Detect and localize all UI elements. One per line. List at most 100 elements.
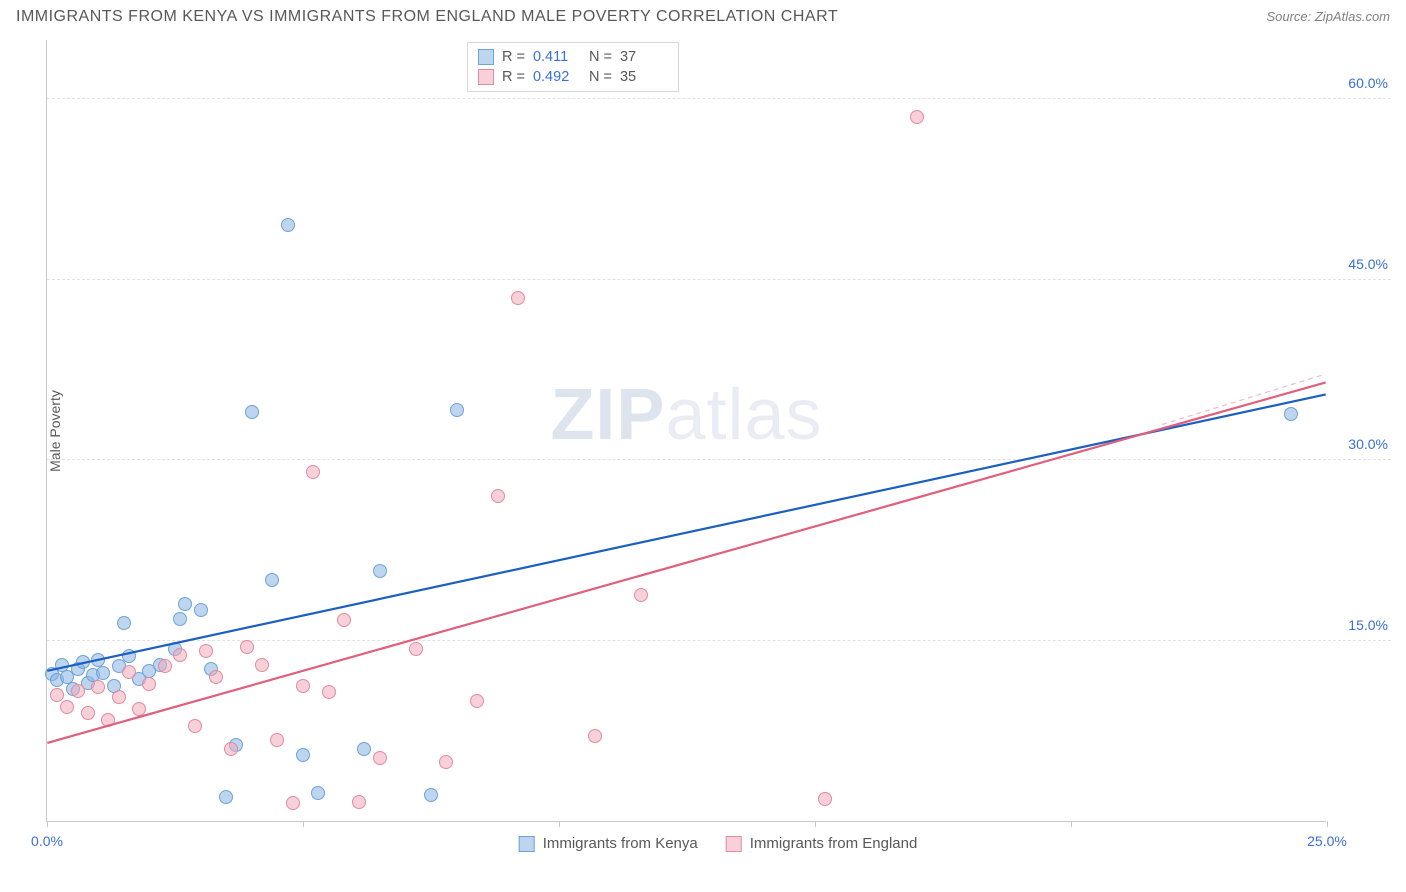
y-tick-label: 60.0% [1348,75,1388,91]
gridline [47,459,1391,460]
data-point-england [818,792,832,806]
data-point-kenya [194,603,208,617]
trendlines [47,40,1326,821]
swatch-england [726,836,742,852]
swatch-england [478,69,494,85]
data-point-england [270,733,284,747]
data-point-england [199,644,213,658]
x-tick-label: 25.0% [1307,833,1347,849]
data-point-england [240,640,254,654]
data-point-england [439,755,453,769]
legend-item-england: Immigrants from England [726,835,918,852]
legend-label: Immigrants from England [750,835,918,852]
data-point-england [60,700,74,714]
x-tick [1327,821,1328,827]
data-point-england [511,291,525,305]
data-point-england [470,694,484,708]
watermark-zip: ZIP [550,375,665,455]
data-point-england [173,648,187,662]
correlation-legend: R = 0.411 N = 37 R = 0.492 N = 35 [467,42,679,92]
data-point-kenya [91,653,105,667]
data-point-england [634,588,648,602]
data-point-kenya [311,786,325,800]
trendline-england [47,382,1325,742]
data-point-england [91,680,105,694]
data-point-england [209,670,223,684]
data-point-england [81,706,95,720]
data-point-england [491,489,505,503]
data-point-england [224,742,238,756]
swatch-kenya [519,836,535,852]
n-value: 37 [620,49,668,65]
x-tick [815,821,816,827]
data-point-england [112,690,126,704]
data-point-england [910,110,924,124]
data-point-england [352,795,366,809]
r-label: R = [502,49,525,65]
r-value: 0.492 [533,69,581,85]
data-point-kenya [245,405,259,419]
trendline-dash-kenya [1198,382,1326,418]
data-point-england [142,677,156,691]
data-point-kenya [357,742,371,756]
data-point-england [409,642,423,656]
y-tick-label: 15.0% [1348,617,1388,633]
data-point-kenya [178,597,192,611]
gridline [47,279,1391,280]
y-tick-label: 45.0% [1348,256,1388,272]
x-tick [1071,821,1072,827]
x-tick [559,821,560,827]
swatch-kenya [478,49,494,65]
r-label: R = [502,69,525,85]
data-point-kenya [96,666,110,680]
data-point-kenya [173,612,187,626]
x-tick [303,821,304,827]
n-label: N = [589,49,612,65]
x-tick-label: 0.0% [31,833,63,849]
data-point-england [101,713,115,727]
data-point-england [71,684,85,698]
data-point-england [306,465,320,479]
legend-row-england: R = 0.492 N = 35 [478,67,668,87]
data-point-england [132,702,146,716]
chart-title: IMMIGRANTS FROM KENYA VS IMMIGRANTS FROM… [16,8,838,26]
plot-area: ZIPatlas R =0.411N =37R =0.492N =35 15.0… [46,40,1326,822]
gridline [47,98,1391,99]
data-point-england [296,679,310,693]
data-point-england [286,796,300,810]
watermark-atlas: atlas [665,375,822,455]
data-point-kenya [450,403,464,417]
legend-item-kenya: Immigrants from Kenya [519,835,698,852]
data-point-kenya [265,573,279,587]
data-point-england [322,685,336,699]
data-point-england [158,659,172,673]
r-value: 0.411 [533,49,581,65]
n-label: N = [589,69,612,85]
trendline-dash-england [1162,374,1326,424]
x-tick [47,821,48,827]
data-point-kenya [424,788,438,802]
trendline-kenya [47,394,1325,670]
watermark: ZIPatlas [550,374,822,456]
legend-row-kenya: R = 0.411 N = 37 [478,47,668,67]
series-legend: Immigrants from Kenya Immigrants from Eng… [519,835,918,852]
data-point-kenya [219,790,233,804]
data-point-kenya [296,748,310,762]
data-point-england [188,719,202,733]
source-label: Source: ZipAtlas.com [1266,9,1390,24]
data-point-kenya [122,649,136,663]
data-point-kenya [281,218,295,232]
scatter-chart: Male Poverty ZIPatlas R =0.411N =37R =0.… [46,40,1390,822]
data-point-kenya [76,655,90,669]
data-point-kenya [373,564,387,578]
data-point-england [337,613,351,627]
data-point-kenya [117,616,131,630]
data-point-england [50,688,64,702]
data-point-kenya [1284,407,1298,421]
data-point-england [255,658,269,672]
data-point-england [588,729,602,743]
n-value: 35 [620,69,668,85]
y-tick-label: 30.0% [1348,436,1388,452]
data-point-england [373,751,387,765]
legend-label: Immigrants from Kenya [543,835,698,852]
